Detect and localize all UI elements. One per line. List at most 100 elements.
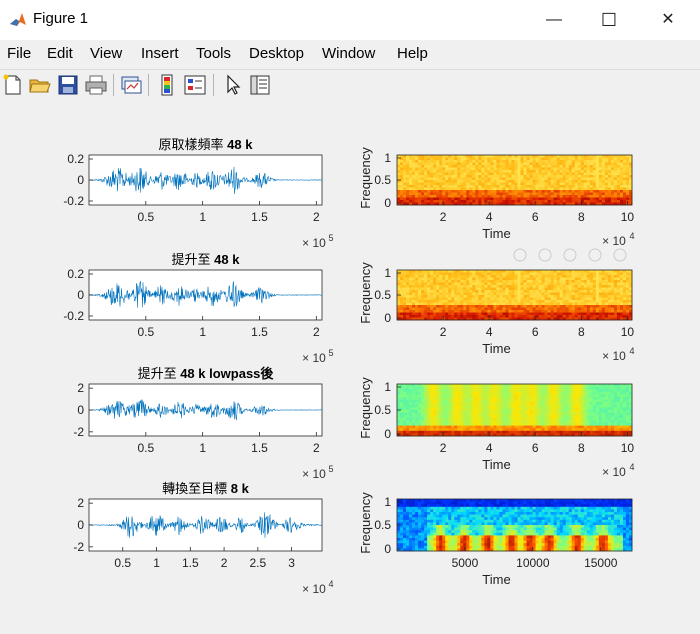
- spectrogram-cell: [572, 173, 575, 176]
- spectrogram-cell: [572, 392, 575, 395]
- menu-view[interactable]: View: [90, 45, 122, 62]
- spectrogram-cell: [542, 198, 545, 201]
- spectrogram-cell: [620, 188, 623, 191]
- spectrogram-cell: [521, 175, 524, 178]
- spectrogram-cell: [518, 195, 521, 198]
- new-figure-icon[interactable]: [1, 73, 25, 97]
- spectrogram-cell: [496, 405, 499, 408]
- spectrogram-cell: [527, 420, 530, 423]
- menu-tools[interactable]: Tools: [196, 45, 231, 62]
- print-icon[interactable]: [84, 73, 108, 97]
- spectrogram-cell: [436, 168, 439, 171]
- menu-edit[interactable]: Edit: [47, 45, 73, 62]
- menu-window[interactable]: Window: [322, 45, 375, 62]
- insert-legend-icon[interactable]: [183, 73, 207, 97]
- spectrogram-cell: [463, 402, 466, 405]
- spectrogram-cell: [518, 163, 521, 166]
- waveform-axes[interactable]: [89, 270, 322, 320]
- spectrogram-cell: [490, 310, 493, 313]
- spectrogram-cell: [505, 405, 508, 408]
- spectrogram-cell: [515, 305, 518, 308]
- spectrogram-cell: [608, 178, 611, 181]
- spectrogram-cell: [475, 200, 478, 203]
- spectrogram-cell: [611, 178, 614, 181]
- spectrogram-cell: [578, 168, 581, 171]
- spectrogram-cell: [593, 163, 596, 166]
- spectrogram-cell: [569, 310, 572, 313]
- menu-help[interactable]: Help: [397, 45, 428, 62]
- menu-desktop[interactable]: Desktop: [249, 45, 304, 62]
- spectrogram-axes[interactable]: [397, 499, 632, 551]
- spectrogram-cell: [496, 168, 499, 171]
- spectrogram-cell: [557, 270, 560, 273]
- link-plot-icon[interactable]: [119, 73, 143, 97]
- spectrogram-cell: [605, 423, 608, 426]
- spectrogram-axes[interactable]: [397, 384, 632, 436]
- waveform-axes[interactable]: [89, 384, 322, 436]
- spectrogram-axes[interactable]: [397, 270, 632, 320]
- insert-colorbar-icon[interactable]: [155, 73, 179, 97]
- spectrogram-cell: [584, 173, 587, 176]
- spectrogram-cell: [412, 541, 415, 544]
- open-file-icon[interactable]: [28, 73, 52, 97]
- spectrogram-cell: [508, 190, 511, 193]
- spectrogram-cell: [493, 310, 496, 313]
- waveform-axes[interactable]: [89, 155, 322, 205]
- spectrogram-cell: [436, 193, 439, 196]
- spectrogram-cell: [487, 178, 490, 181]
- spectrogram-cell: [527, 305, 530, 308]
- spectrogram-cell: [484, 315, 487, 318]
- spectrogram-cell: [505, 165, 508, 168]
- spectrogram-cell: [508, 428, 511, 431]
- spectrogram-cell: [454, 180, 457, 183]
- spectrogram-cell: [536, 431, 539, 434]
- maximize-button[interactable]: ☐: [597, 8, 621, 32]
- spectrogram-cell: [412, 535, 415, 538]
- spectrogram-cell: [536, 428, 539, 431]
- spectrogram-cell: [542, 158, 545, 161]
- spectrogram-cell: [418, 410, 421, 413]
- spectrogram-cell: [481, 168, 484, 171]
- property-inspector-icon[interactable]: [248, 73, 272, 97]
- spectrogram-cell: [454, 387, 457, 390]
- spectrogram-cell: [475, 285, 478, 288]
- spectrogram-cell: [626, 180, 629, 183]
- spectrogram-cell: [493, 410, 496, 413]
- spectrogram-cell: [478, 155, 481, 158]
- save-icon[interactable]: [56, 73, 80, 97]
- spectrogram-cell: [412, 520, 415, 523]
- spectrogram-cell: [409, 533, 412, 536]
- spectrogram-cell: [451, 310, 454, 313]
- spectrogram-cell: [493, 180, 496, 183]
- close-button[interactable]: ✕: [656, 8, 680, 32]
- spectrogram-axes[interactable]: [397, 155, 632, 205]
- spectrogram-cell: [599, 295, 602, 298]
- spectrogram-cell: [563, 397, 566, 400]
- spectrogram-cell: [545, 190, 548, 193]
- spectrogram-cell: [560, 418, 563, 421]
- spectrogram-cell: [469, 426, 472, 429]
- menu-insert[interactable]: Insert: [141, 45, 179, 62]
- spectrogram-cell: [448, 198, 451, 201]
- spectrogram-cell: [463, 175, 466, 178]
- spectrogram-cell: [536, 407, 539, 410]
- minimize-button[interactable]: —: [542, 8, 566, 32]
- spectrogram-cell: [623, 160, 626, 163]
- spectrogram-cell: [605, 163, 608, 166]
- pointer-icon[interactable]: [221, 73, 245, 97]
- spectrogram-cell: [418, 394, 421, 397]
- spectrogram-cell: [403, 185, 406, 188]
- menu-file[interactable]: File: [7, 45, 31, 62]
- spectrogram-cell: [421, 394, 424, 397]
- spectrogram-cell: [466, 310, 469, 313]
- spectrogram-cell: [406, 170, 409, 173]
- spectrogram-cell: [596, 270, 599, 273]
- waveform-axes[interactable]: [89, 499, 322, 551]
- spectrogram-cell: [442, 290, 445, 293]
- spectrogram-cell: [518, 426, 521, 429]
- spectrogram-cell: [551, 283, 554, 286]
- spectrogram-cell: [439, 193, 442, 196]
- spectrogram-cell: [400, 185, 403, 188]
- spectrogram-cell: [560, 428, 563, 431]
- spectrogram-cell: [518, 305, 521, 308]
